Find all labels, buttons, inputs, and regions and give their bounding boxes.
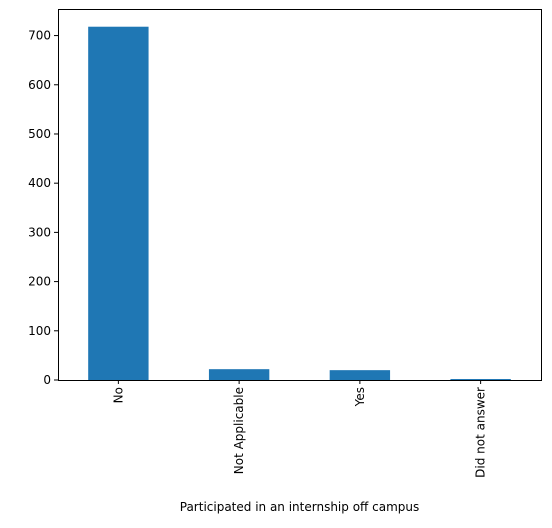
x-tick-label: Did not answer — [474, 387, 488, 478]
x-axis: No Not Applicable Yes Did not answer — [111, 380, 488, 478]
bar-yes — [329, 370, 391, 380]
bars-group — [88, 26, 511, 380]
x-tick-label: Yes — [353, 387, 367, 407]
y-tick-label: 700 — [28, 29, 51, 43]
x-tick-label: No — [111, 387, 125, 403]
y-tick-label: 0 — [43, 373, 51, 387]
y-tick-label: 600 — [28, 78, 51, 92]
y-tick-label: 200 — [28, 275, 51, 289]
x-axis-label: Participated in an internship off campus — [180, 500, 420, 514]
y-tick-label: 300 — [28, 225, 51, 239]
x-tick-label: Not Applicable — [232, 387, 246, 474]
bar-did-not-answer — [450, 379, 511, 380]
y-tick-label: 100 — [28, 324, 51, 338]
bar-no — [88, 26, 149, 380]
y-tick-label: 500 — [28, 127, 51, 141]
bar-not-applicable — [208, 369, 270, 380]
y-axis: 0 100 200 300 400 500 600 700 — [28, 29, 58, 387]
y-tick-label: 400 — [28, 176, 51, 190]
plot-frame — [58, 9, 542, 381]
